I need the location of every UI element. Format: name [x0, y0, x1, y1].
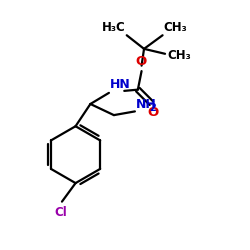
Text: Cl: Cl	[54, 206, 67, 219]
Text: CH₃: CH₃	[167, 48, 191, 62]
Text: H₃C: H₃C	[102, 21, 126, 34]
Text: NH: NH	[136, 98, 156, 111]
Text: HN: HN	[110, 78, 130, 91]
Text: O: O	[135, 55, 146, 68]
Text: O: O	[147, 106, 158, 119]
Text: 2: 2	[149, 104, 156, 114]
Text: CH₃: CH₃	[164, 21, 188, 34]
